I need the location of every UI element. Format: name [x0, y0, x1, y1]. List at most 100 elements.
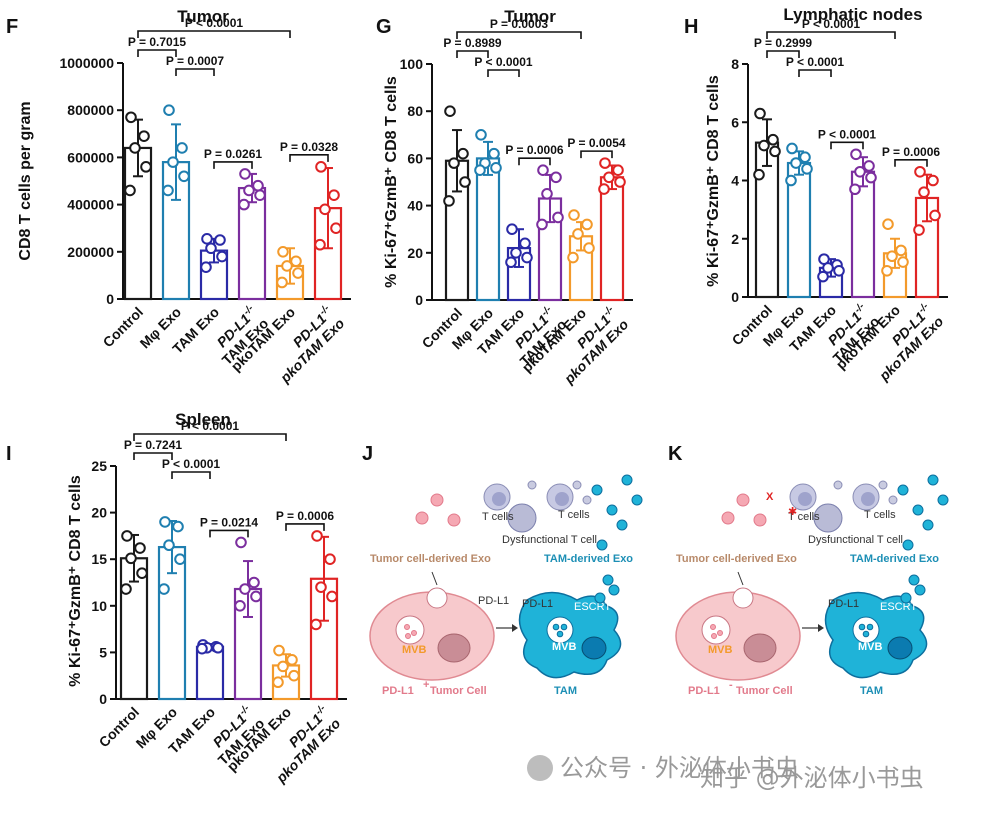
significance-bracket: [456, 31, 582, 39]
data-point: [457, 147, 469, 160]
data-point: [754, 107, 766, 120]
exosome-icon: [902, 539, 914, 551]
data-point: [448, 157, 460, 169]
vesicle-icon: [858, 623, 866, 631]
chart-f: F Tumor CD8 T cells per gram 0 200000 400000 6…: [6, 7, 351, 386]
exosome-release-icon: [426, 587, 448, 609]
t-cell-nucleus-icon: [861, 492, 875, 506]
data-point: [239, 168, 251, 180]
nucleus-icon: [743, 633, 777, 663]
data-point: [537, 164, 549, 176]
data-point: [252, 179, 264, 192]
p-value-label: P = 0.8989: [443, 36, 501, 50]
mvb-icon: [395, 615, 425, 645]
data-point: [786, 142, 798, 155]
tumor-cell-label: PD-L1: [382, 685, 414, 697]
data-point: [799, 151, 811, 163]
tumor-cell-sup: -: [729, 679, 733, 691]
y-tick-label: 2: [731, 231, 739, 247]
bar: [195, 645, 225, 701]
data-point: [125, 111, 137, 124]
p-value-label: P = 0.0006: [882, 145, 940, 159]
pdl1-label: PD-L1: [522, 598, 553, 610]
p-value-label: P = 0.0054: [567, 136, 625, 150]
y-axis-label: CD8 T cells per gram: [17, 101, 34, 260]
exosome-icon: [616, 519, 628, 531]
data-point: [163, 104, 175, 116]
data-point: [603, 171, 615, 184]
p-value-label: P < 0.0001: [786, 55, 844, 69]
tam-exo-label: TAM-derived Exo: [850, 553, 939, 565]
data-point: [238, 198, 250, 211]
data-point: [459, 176, 471, 188]
tumor-cell-label: PD-L1: [688, 685, 720, 697]
data-point: [506, 223, 518, 235]
significance-bracket: [137, 49, 177, 57]
arrow-icon: [431, 571, 438, 586]
data-point: [277, 660, 289, 673]
data-point: [758, 139, 770, 152]
panel-letter: J: [362, 443, 373, 465]
tumor-exo-label: Tumor cell-derived Exo: [676, 553, 797, 565]
exosome-icon: [888, 495, 898, 505]
significance-bracket: [137, 30, 291, 38]
data-point: [330, 222, 342, 234]
data-point: [273, 644, 285, 657]
significance-bracket: [285, 523, 325, 531]
exosome-icon: [594, 592, 606, 604]
data-point: [599, 157, 611, 169]
bar: [599, 176, 625, 302]
data-point: [505, 256, 517, 269]
chart-title: Tumor: [504, 7, 556, 26]
y-tick-label: 6: [731, 114, 739, 130]
y-tick-label: 0: [106, 291, 114, 307]
data-point: [927, 174, 939, 187]
vesicle-icon: [404, 624, 410, 630]
vesicle-icon: [560, 623, 568, 631]
chart-h: H Lymphatic nodes % Ki-67⁺GzmB⁺ CD8 T cell…: [684, 5, 948, 384]
y-tick-label: 20: [407, 245, 423, 261]
significance-bracket: [456, 50, 489, 58]
data-point: [281, 260, 293, 272]
block-mark-icon: ✱: [788, 506, 797, 518]
t-cells-label: T cells: [788, 511, 820, 523]
y-tick-label: 5: [99, 644, 107, 660]
significance-bracket: [580, 150, 613, 159]
data-point: [918, 186, 930, 198]
vesicle-icon: [411, 630, 417, 636]
y-axis-label: % Ki-67⁺GzmB⁺ CD8 T cells: [67, 475, 84, 687]
nucleus-icon: [887, 636, 913, 660]
exosome-icon: [922, 519, 934, 531]
significance-bracket: [171, 471, 211, 479]
mvb-icon: [546, 616, 574, 644]
data-point: [474, 164, 486, 176]
arrow-icon: [737, 571, 744, 586]
data-point: [200, 261, 212, 273]
vesicle-icon: [717, 630, 723, 636]
data-point: [833, 264, 845, 277]
arrowhead-icon: [512, 624, 518, 632]
mvb-label: MVB: [402, 644, 427, 656]
data-point: [882, 218, 894, 230]
data-point: [521, 251, 533, 264]
exosome-icon: [912, 504, 924, 516]
significance-bracket: [830, 141, 864, 150]
vesicle-icon: [710, 624, 716, 630]
data-point: [276, 276, 288, 289]
p-value-label: P < 0.0001: [185, 16, 243, 30]
data-point: [444, 105, 456, 117]
data-point: [292, 267, 304, 279]
significance-bracket: [487, 69, 520, 77]
data-point: [250, 590, 262, 603]
exosome-icon: [833, 480, 843, 490]
bar: [475, 157, 501, 302]
diagram-j: J T cells T cells Dysfunctional T cell Tumor…: [362, 443, 643, 697]
x-tick-label: PD-L1-/-pkoTAM Exo: [863, 301, 947, 385]
diagram-k: K T cells T cells Dysfunctional T cell X ✱ Tum…: [668, 443, 949, 697]
significance-bracket: [175, 68, 215, 76]
exosome-icon: [606, 504, 618, 516]
data-point: [272, 676, 284, 689]
data-point: [212, 641, 224, 654]
